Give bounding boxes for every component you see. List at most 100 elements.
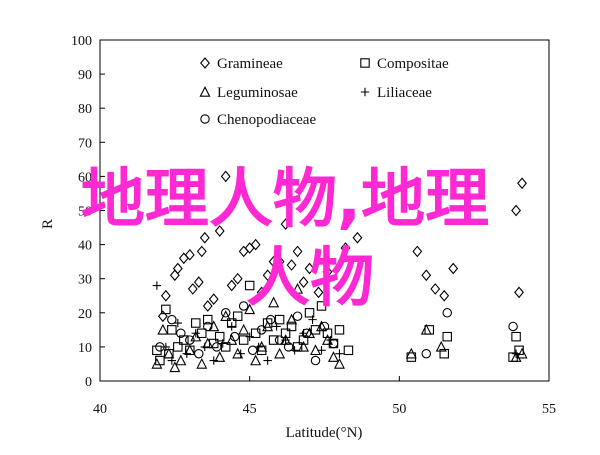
point-diamond-8 (196, 245, 207, 258)
point-triangle-30 (333, 357, 345, 369)
legend-marker-diamond (200, 57, 210, 69)
point-circle-5 (203, 321, 213, 332)
point-square-17 (244, 280, 255, 291)
y-tick-label-1: 10 (78, 341, 92, 356)
point-plus-7 (209, 356, 218, 365)
point-plus-5 (191, 329, 200, 338)
point-triangle-2 (163, 347, 175, 359)
point-diamond-25 (292, 245, 303, 258)
point-circle-3 (185, 335, 195, 345)
point-triangle-14 (238, 323, 250, 335)
point-plus-1 (161, 342, 171, 352)
point-triangle-27 (316, 320, 328, 332)
point-diamond-33 (421, 269, 432, 282)
point-square-24 (286, 321, 297, 332)
point-square-21 (268, 335, 279, 345)
y-tick-label-3: 30 (78, 273, 92, 288)
legend-marker-plus (360, 87, 370, 97)
legend: Gramineae Compositae Leguminosae Liliaceae C… (199, 56, 449, 128)
point-square-10 (203, 314, 213, 325)
x-tick-label-1: 45 (243, 402, 257, 417)
point-triangle-3 (169, 361, 181, 373)
point-diamond-29 (322, 266, 333, 278)
point-square-29 (316, 301, 327, 311)
point-diamond-10 (202, 300, 213, 312)
point-circle-2 (176, 328, 186, 339)
legend-label-diamond: Gramineae (217, 56, 283, 72)
point-diamond-34 (430, 283, 441, 295)
point-diamond-23 (280, 218, 291, 230)
point-square-22 (274, 314, 285, 325)
point-circle-20 (421, 348, 432, 359)
point-diamond-18 (250, 238, 261, 251)
point-triangle-4 (175, 354, 187, 366)
point-triangle-6 (190, 330, 202, 342)
point-circle-6 (211, 342, 222, 352)
point-diamond-19 (256, 286, 267, 299)
point-square-11 (208, 338, 219, 349)
y-tick-label-0: 0 (85, 375, 92, 390)
point-diamond-6 (187, 283, 198, 295)
legend-marker-square (360, 58, 370, 68)
point-diamond-38 (511, 204, 521, 217)
point-circle-8 (229, 331, 240, 342)
point-triangle-19 (268, 296, 280, 308)
point-square-16 (238, 335, 249, 345)
point-plus-6 (200, 342, 209, 352)
point-square-40 (511, 331, 521, 342)
point-plus-0 (152, 281, 162, 290)
y-tick-label-9: 90 (78, 68, 92, 83)
point-diamond-12 (214, 225, 225, 237)
point-triangle-23 (292, 282, 304, 294)
point-square-4 (167, 325, 177, 335)
point-triangle-20 (274, 347, 286, 359)
point-square-8 (191, 318, 201, 328)
point-diamond-36 (448, 262, 459, 275)
point-triangle-32 (420, 323, 432, 335)
point-diamond-0 (157, 310, 168, 323)
point-diamond-39 (517, 177, 527, 190)
legend-label-plus: Liliaceae (377, 85, 432, 101)
point-square-15 (232, 311, 243, 321)
point-plus-15 (281, 335, 290, 345)
point-plus-4 (182, 349, 192, 358)
x-axis-title: Latitude(°N) (286, 425, 363, 441)
point-diamond-14 (226, 279, 237, 292)
point-square-32 (334, 325, 345, 335)
point-plus-2 (167, 356, 177, 365)
point-triangle-10 (214, 351, 226, 362)
point-diamond-27 (304, 262, 315, 275)
point-circle-11 (256, 325, 267, 335)
point-square-5 (173, 342, 183, 352)
point-circle-12 (265, 314, 276, 325)
point-square-25 (292, 342, 303, 352)
point-triangle-7 (196, 357, 208, 369)
point-diamond-35 (439, 289, 450, 302)
point-diamond-28 (313, 286, 324, 299)
legend-label-square: Compositae (377, 56, 449, 72)
point-plus-21 (335, 349, 344, 358)
point-plus-18 (308, 315, 317, 324)
point-circle-21 (442, 308, 452, 318)
point-circle-0 (155, 342, 165, 352)
point-diamond-32 (412, 245, 423, 258)
point-diamond-7 (193, 276, 204, 288)
point-square-2 (161, 304, 171, 315)
point-circle-22 (508, 321, 518, 332)
point-diamond-3 (172, 262, 183, 275)
data-points (151, 170, 528, 373)
point-diamond-9 (199, 231, 210, 244)
point-plus-22 (511, 349, 521, 358)
point-plus-11 (245, 332, 254, 341)
plot-area (99, 39, 550, 382)
point-plus-13 (263, 356, 272, 365)
point-square-36 (442, 331, 452, 342)
point-triangle-33 (435, 340, 447, 352)
axis-ticks: 0 10 20 30 40 50 60 70 80 90 100 40 45 50 55 (71, 34, 556, 417)
point-triangle-0 (151, 357, 163, 369)
point-triangle-8 (202, 337, 214, 349)
point-diamond-1 (160, 289, 171, 302)
point-plus-19 (317, 346, 326, 355)
y-tick-label-10: 100 (71, 34, 92, 49)
point-plus-14 (272, 322, 281, 331)
